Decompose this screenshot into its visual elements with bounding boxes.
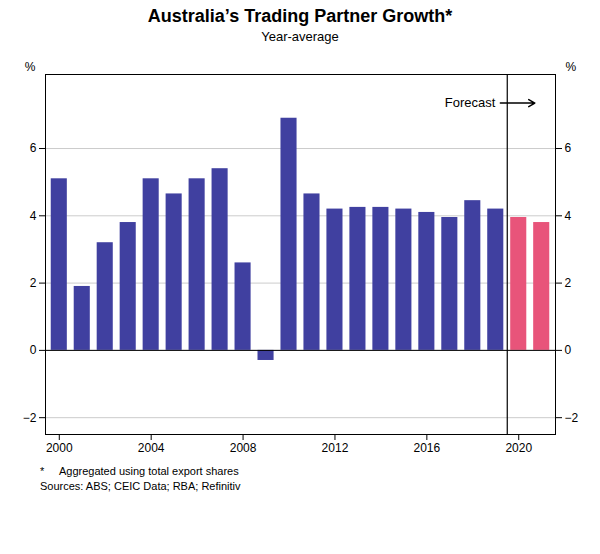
svg-text:2000: 2000 [46, 441, 73, 455]
svg-text:6: 6 [30, 141, 37, 155]
html-text:Australia’s Trading Partner Gr: Australia’s Trading Partner Growth* [147, 6, 453, 26]
html-text:Year-average: Year-average [261, 29, 339, 44]
svg-text:4: 4 [30, 209, 37, 223]
svg-text:0: 0 [565, 343, 572, 357]
svg-text:−2: −2 [23, 411, 37, 425]
svg-text:4: 4 [565, 209, 572, 223]
svg-text:%: % [566, 60, 577, 74]
svg-text:2004: 2004 [138, 441, 165, 455]
svg-text:2008: 2008 [230, 441, 257, 455]
svg-text:2: 2 [565, 276, 572, 290]
svg-text:2020: 2020 [505, 441, 532, 455]
svg-text:2016: 2016 [413, 441, 440, 455]
svg-text:Forecast: Forecast [445, 95, 496, 110]
svg-text:0: 0 [30, 343, 37, 357]
svg-text:6: 6 [565, 141, 572, 155]
html-text:* Aggregated using total expor: * Aggregated using total export shares [40, 465, 239, 477]
html-text:Sources: ABS; CEIC Data; RBA;: Sources: ABS; CEIC Data; RBA; Refinitiv [40, 480, 241, 492]
svg-text:%: % [25, 60, 36, 74]
svg-text:2: 2 [30, 276, 37, 290]
svg-text:−2: −2 [565, 411, 579, 425]
svg-text:2012: 2012 [322, 441, 349, 455]
